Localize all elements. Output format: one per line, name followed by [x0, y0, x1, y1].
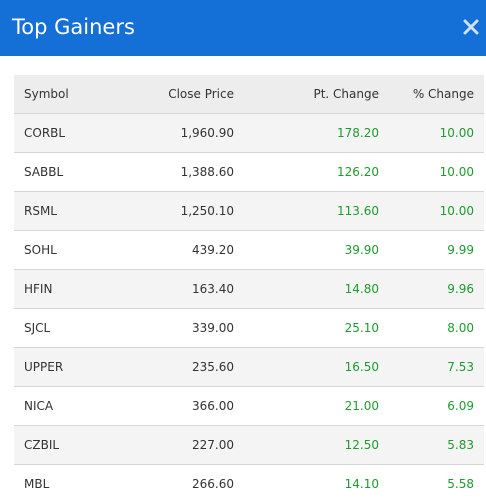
table-row[interactable]: HFIN 163.40 14.80 9.96: [14, 269, 484, 308]
cell-symbol: HFIN: [24, 281, 53, 296]
gainers-table-container: Symbol Close Price Pt. Change % Change C…: [14, 75, 484, 500]
table-row[interactable]: CZBIL 227.00 12.50 5.83: [14, 425, 484, 464]
cell-close-price: 439.20: [192, 242, 234, 257]
cell-symbol: SJCL: [24, 320, 51, 335]
table-row[interactable]: MBL 266.60 14.10 5.58: [14, 464, 484, 500]
cell-pct-change: 10.00: [439, 164, 474, 179]
cell-pt-change: 25.10: [344, 320, 379, 335]
modal-title: Top Gainers: [12, 15, 135, 39]
table-row[interactable]: NICA 366.00 21.00 6.09: [14, 386, 484, 425]
cell-close-price: 163.40: [192, 281, 234, 296]
cell-pt-change: 178.20: [337, 125, 379, 140]
cell-symbol: CORBL: [24, 125, 66, 140]
table-body: CORBL 1,960.90 178.20 10.00 SABBL 1,388.…: [14, 113, 484, 500]
cell-symbol: SABBL: [24, 164, 64, 179]
cell-pt-change: 39.90: [344, 242, 379, 257]
cell-symbol: NICA: [24, 398, 54, 413]
table-row[interactable]: SABBL 1,388.60 126.20 10.00: [14, 152, 484, 191]
cell-pct-change: 5.58: [447, 476, 474, 491]
cell-close-price: 1,250.10: [180, 203, 234, 218]
column-header-close-price[interactable]: Close Price: [168, 86, 234, 101]
cell-close-price: 366.00: [192, 398, 234, 413]
cell-pt-change: 16.50: [344, 359, 379, 374]
cell-close-price: 1,388.60: [180, 164, 234, 179]
cell-close-price: 339.00: [192, 320, 234, 335]
table-row[interactable]: SOHL 439.20 39.90 9.99: [14, 230, 484, 269]
cell-symbol: SOHL: [24, 242, 57, 257]
column-header-pt-change[interactable]: Pt. Change: [313, 86, 379, 101]
cell-pt-change: 126.20: [337, 164, 379, 179]
cell-close-price: 1,960.90: [180, 125, 234, 140]
table-row[interactable]: CORBL 1,960.90 178.20 10.00: [14, 113, 484, 152]
cell-pct-change: 6.09: [447, 398, 474, 413]
cell-pct-change: 10.00: [439, 125, 474, 140]
column-header-pct-change[interactable]: % Change: [412, 86, 474, 101]
cell-symbol: UPPER: [24, 359, 64, 374]
cell-pct-change: 7.53: [447, 359, 474, 374]
table-row[interactable]: SJCL 339.00 25.10 8.00: [14, 308, 484, 347]
cell-pt-change: 14.10: [344, 476, 379, 491]
cell-pct-change: 9.99: [447, 242, 474, 257]
table-row[interactable]: UPPER 235.60 16.50 7.53: [14, 347, 484, 386]
cell-pct-change: 8.00: [447, 320, 474, 335]
cell-pt-change: 12.50: [344, 437, 379, 452]
column-header-symbol[interactable]: Symbol: [24, 86, 69, 101]
cell-close-price: 227.00: [192, 437, 234, 452]
cell-pt-change: 113.60: [337, 203, 379, 218]
cell-symbol: CZBIL: [24, 437, 60, 452]
close-icon[interactable]: [462, 18, 480, 36]
table-row[interactable]: RSML 1,250.10 113.60 10.00: [14, 191, 484, 230]
cell-pct-change: 9.96: [447, 281, 474, 296]
modal-header: Top Gainers: [0, 0, 486, 56]
cell-symbol: RSML: [24, 203, 57, 218]
cell-close-price: 266.60: [192, 476, 234, 491]
cell-pct-change: 5.83: [447, 437, 474, 452]
cell-pt-change: 14.80: [344, 281, 379, 296]
cell-pt-change: 21.00: [344, 398, 379, 413]
cell-symbol: MBL: [24, 476, 50, 491]
cell-close-price: 235.60: [192, 359, 234, 374]
table-header-row: Symbol Close Price Pt. Change % Change: [14, 75, 484, 113]
gainers-table: Symbol Close Price Pt. Change % Change C…: [14, 75, 484, 500]
cell-pct-change: 10.00: [439, 203, 474, 218]
